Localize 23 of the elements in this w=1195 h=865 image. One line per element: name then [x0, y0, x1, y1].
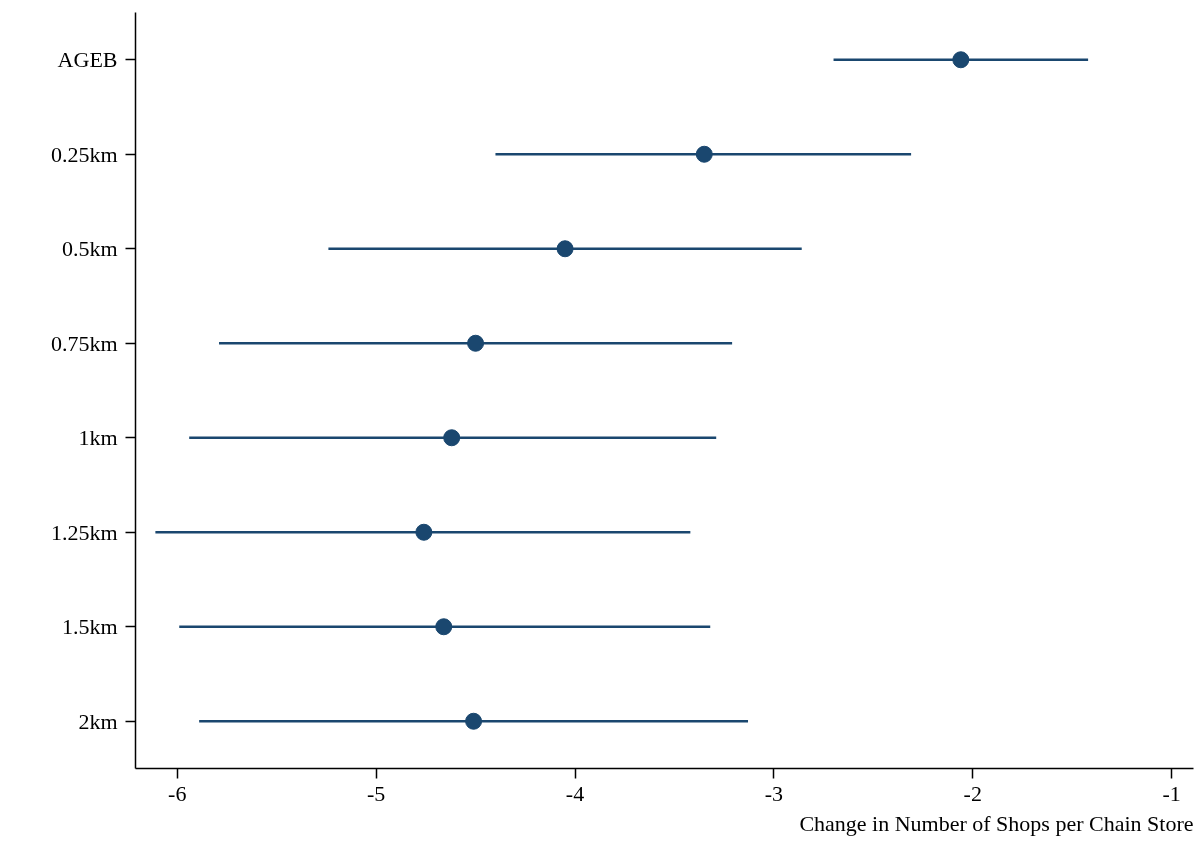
point: [952, 51, 970, 69]
y-tick-label: 0.25km: [50, 141, 118, 167]
point: [415, 523, 433, 541]
x-tick-label: -1: [1162, 780, 1181, 806]
x-tick-label: -5: [366, 780, 386, 806]
y-tick-label: 0.75km: [50, 330, 118, 356]
y-tick-label: AGEB: [57, 47, 118, 73]
x-tick-label: -4: [565, 780, 585, 806]
x-tick-label: -6: [168, 780, 187, 806]
point: [465, 712, 483, 730]
point: [556, 240, 574, 258]
y-tick-label: 1.25km: [50, 519, 118, 545]
point: [695, 145, 713, 163]
x-tick-label: -3: [764, 780, 784, 806]
x-tick-label: -2: [963, 780, 982, 806]
y-tick-label: 1.5km: [61, 614, 118, 640]
point: [435, 618, 453, 636]
x-axis-title: Change in Number of Shops per Chain Store: [799, 810, 1194, 836]
y-tick-label: 2km: [78, 708, 118, 734]
y-tick-label: 1km: [78, 425, 118, 451]
point: [443, 429, 461, 447]
y-tick-label: 0.5km: [61, 236, 118, 262]
point: [467, 334, 485, 352]
